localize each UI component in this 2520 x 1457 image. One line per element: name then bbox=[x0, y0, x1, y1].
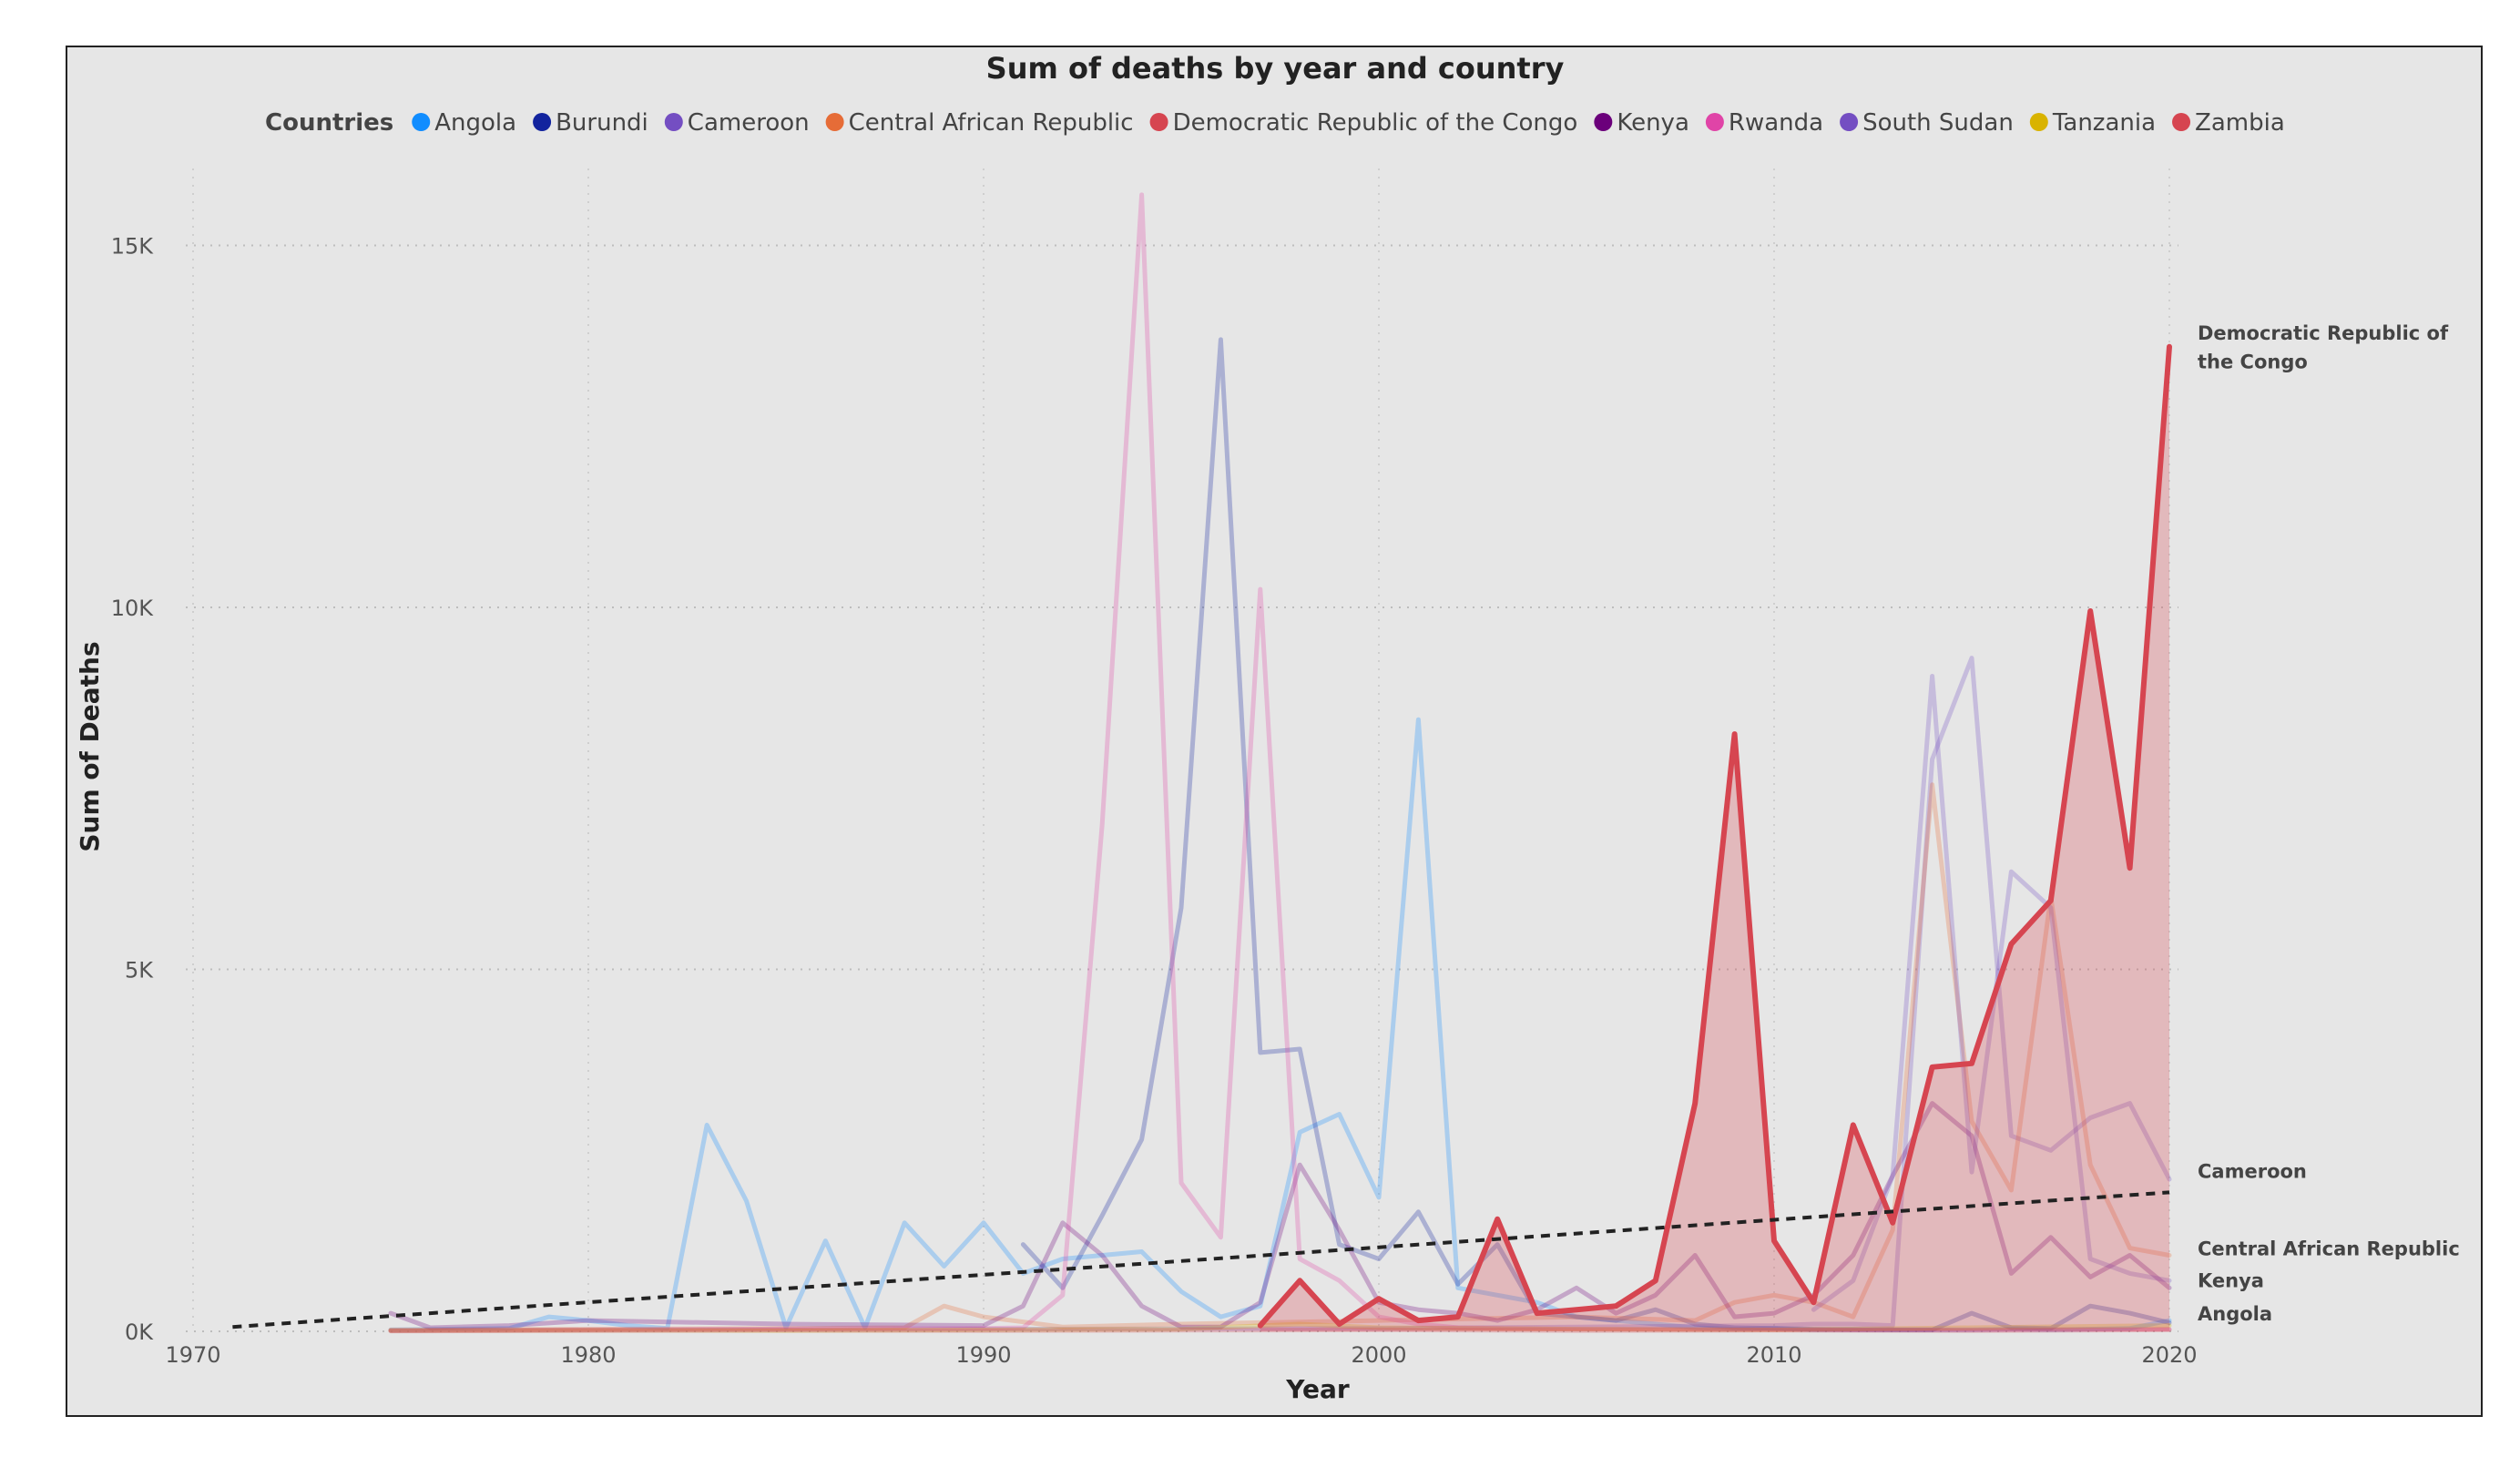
x-tick-label-1: 1980 bbox=[560, 1342, 616, 1368]
legend-item-5: Kenya bbox=[1617, 109, 1689, 137]
legend-swatch-0 bbox=[412, 113, 431, 131]
series-line-5 bbox=[388, 1101, 2172, 1330]
legend-swatch-8 bbox=[2029, 113, 2048, 131]
axes: 0K 5K 10K 15K 1970 1980 1990 2000 2010 2020 bbox=[111, 234, 2198, 1369]
end-labels: Democratic Republic of the Congo Cameroon C… bbox=[2198, 322, 2460, 1325]
x-tick-label-0: 1970 bbox=[165, 1342, 220, 1368]
x-tick-label-2: 1990 bbox=[955, 1342, 1011, 1368]
series-line-3 bbox=[388, 782, 2172, 1332]
legend-swatch-2 bbox=[664, 113, 683, 131]
legend-swatch-9 bbox=[2172, 113, 2191, 131]
end-label-2: Cameroon bbox=[2198, 1160, 2307, 1182]
legend-title: Countries bbox=[265, 109, 393, 137]
series-area-4 bbox=[1260, 346, 2169, 1331]
legend-item-4: Democratic Republic of the Congo bbox=[1173, 109, 1578, 137]
legend-item-9: Zambia bbox=[2195, 109, 2285, 137]
legend-item-2: Cameroon bbox=[688, 109, 810, 137]
legend: Countries Angola Burundi Cameroon Central Af… bbox=[265, 109, 2285, 137]
series-line-4 bbox=[1257, 343, 2172, 1329]
chart-title: Sum of deaths by year and country bbox=[986, 51, 1565, 86]
legend-item-3: Central African Republic bbox=[849, 109, 1134, 137]
legend-item-0: Angola bbox=[434, 109, 516, 137]
y-tick-label-0: 0K bbox=[125, 1319, 154, 1345]
x-tick-label-3: 2000 bbox=[1351, 1342, 1406, 1368]
y-tick-label-1: 5K bbox=[125, 958, 154, 983]
series-line-8 bbox=[388, 1321, 2172, 1333]
y-axis-title: Sum of Deaths bbox=[75, 641, 105, 851]
legend-item-1: Burundi bbox=[556, 109, 648, 137]
trend-line bbox=[232, 1190, 2170, 1330]
end-label-1: the Congo bbox=[2198, 352, 2308, 373]
legend-item-8: Tanzania bbox=[2052, 109, 2156, 137]
end-label-4: Kenya bbox=[2198, 1270, 2264, 1292]
y-tick-label-3: 15K bbox=[111, 234, 155, 260]
series-line-6 bbox=[388, 192, 2172, 1333]
end-label-0: Democratic Republic of bbox=[2198, 322, 2449, 344]
legend-swatch-1 bbox=[533, 113, 552, 131]
series-line-1 bbox=[1020, 337, 2172, 1332]
x-tick-label-4: 2010 bbox=[1746, 1342, 1801, 1368]
x-tick-label-5: 2020 bbox=[2141, 1342, 2197, 1368]
legend-swatch-7 bbox=[1840, 113, 1859, 131]
legend-swatch-5 bbox=[1594, 113, 1613, 131]
chart-frame-border bbox=[66, 46, 2483, 1417]
series-line-2 bbox=[388, 656, 2172, 1333]
plot-area bbox=[232, 192, 2172, 1334]
legend-swatch-6 bbox=[1705, 113, 1724, 131]
end-label-3: Central African Republic bbox=[2198, 1238, 2460, 1260]
series-line-0 bbox=[388, 717, 2172, 1332]
series-line-7 bbox=[1811, 674, 2172, 1312]
x-axis-title: Year bbox=[1285, 1374, 1350, 1404]
legend-swatch-3 bbox=[825, 113, 844, 131]
end-label-5: Angola bbox=[2198, 1303, 2272, 1325]
legend-item-6: Rwanda bbox=[1729, 109, 1823, 137]
legend-item-7: South Sudan bbox=[1862, 109, 2014, 137]
y-tick-label-2: 10K bbox=[111, 596, 155, 621]
legend-swatch-4 bbox=[1149, 113, 1168, 131]
